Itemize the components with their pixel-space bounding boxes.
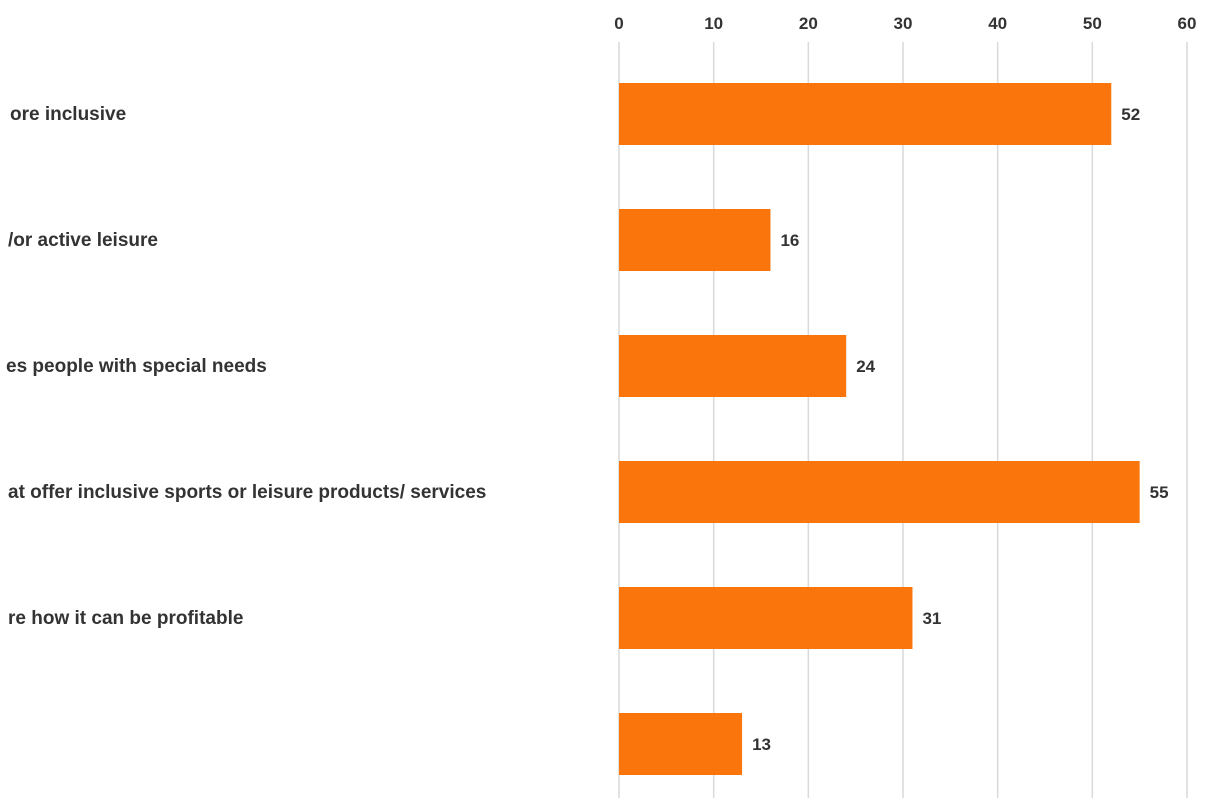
x-axis-ticks: 0 10 20 30 40 50 60 <box>614 14 1196 33</box>
x-tick-label: 10 <box>704 14 723 33</box>
bar <box>619 461 1140 523</box>
data-label: 24 <box>856 357 875 376</box>
gridlines <box>618 42 1188 798</box>
bar <box>619 335 847 397</box>
bar <box>619 83 1112 145</box>
data-label: 52 <box>1121 105 1140 124</box>
x-tick-label: 0 <box>614 14 623 33</box>
x-tick-label: 60 <box>1178 14 1197 33</box>
x-tick-label: 20 <box>799 14 818 33</box>
category-label: re how it can be profitable <box>8 608 243 629</box>
x-tick-label: 50 <box>1083 14 1102 33</box>
bar <box>619 209 771 271</box>
data-label: 55 <box>1150 483 1169 502</box>
data-label: 31 <box>922 609 941 628</box>
category-label: ore inclusive <box>10 104 126 125</box>
bars <box>619 83 1140 775</box>
data-label: 13 <box>752 735 771 754</box>
bar <box>619 587 913 649</box>
category-label: es people with special needs <box>6 356 267 377</box>
category-label: /or active leisure <box>8 230 158 251</box>
data-labels: 52 16 24 55 31 13 <box>752 105 1169 754</box>
data-label: 16 <box>780 231 799 250</box>
category-label: at offer inclusive sports or leisure pro… <box>8 482 486 503</box>
x-tick-label: 30 <box>894 14 913 33</box>
x-tick-label: 40 <box>988 14 1007 33</box>
category-labels: ore inclusive/or active leisure es people… <box>6 104 486 629</box>
bar <box>619 713 743 775</box>
